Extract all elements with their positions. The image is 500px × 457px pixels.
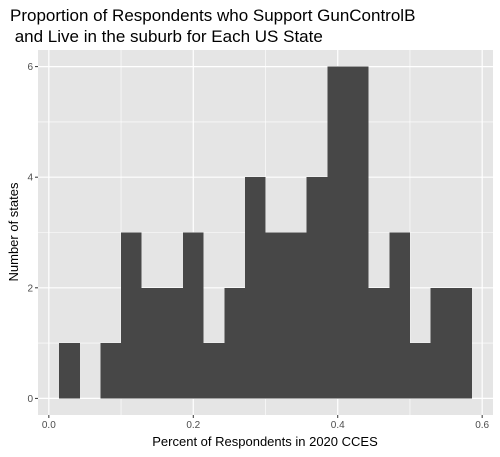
y-axis: 0 2 4 6 bbox=[27, 62, 38, 405]
x-axis-title: Percent of Respondents in 2020 CCES bbox=[152, 434, 378, 449]
histogram-bar bbox=[224, 287, 245, 399]
histogram-bars bbox=[59, 66, 472, 399]
histogram-bar bbox=[389, 232, 410, 399]
histogram-bar bbox=[141, 287, 163, 399]
chart-title-line-1: Proportion of Respondents who Support Gu… bbox=[10, 6, 416, 25]
chart-title-line-2: and Live in the suburb for Each US State bbox=[10, 27, 323, 46]
histogram-bar bbox=[409, 343, 431, 399]
histogram-bar bbox=[430, 287, 452, 399]
histogram-bar bbox=[59, 343, 80, 399]
x-tick-label: 0.2 bbox=[186, 420, 200, 431]
histogram-bar bbox=[162, 287, 183, 399]
y-tick-label: 2 bbox=[27, 283, 33, 294]
histogram-bar bbox=[203, 343, 225, 399]
histogram-bar bbox=[368, 287, 390, 399]
x-tick-label: 0.6 bbox=[475, 420, 489, 431]
y-tick-label: 0 bbox=[27, 394, 33, 405]
histogram-bar bbox=[265, 232, 287, 399]
x-axis: 0.0 0.2 0.4 0.6 bbox=[42, 415, 490, 431]
x-tick-label: 0.0 bbox=[42, 420, 56, 431]
y-axis-title: Number of states bbox=[6, 182, 21, 281]
histogram-bar bbox=[306, 177, 328, 399]
histogram-bar bbox=[121, 232, 142, 399]
histogram-bar bbox=[451, 287, 472, 399]
y-tick-label: 6 bbox=[27, 62, 33, 73]
histogram-bar bbox=[182, 232, 204, 399]
histogram-bar bbox=[286, 232, 307, 399]
histogram-bar bbox=[348, 66, 369, 399]
histogram-bar bbox=[244, 177, 266, 399]
histogram-bar bbox=[100, 343, 122, 399]
chart-title: Proportion of Respondents who Support Gu… bbox=[10, 5, 415, 47]
x-tick-label: 0.4 bbox=[331, 420, 345, 431]
y-tick-label: 4 bbox=[27, 173, 33, 184]
histogram-bar bbox=[327, 66, 349, 399]
